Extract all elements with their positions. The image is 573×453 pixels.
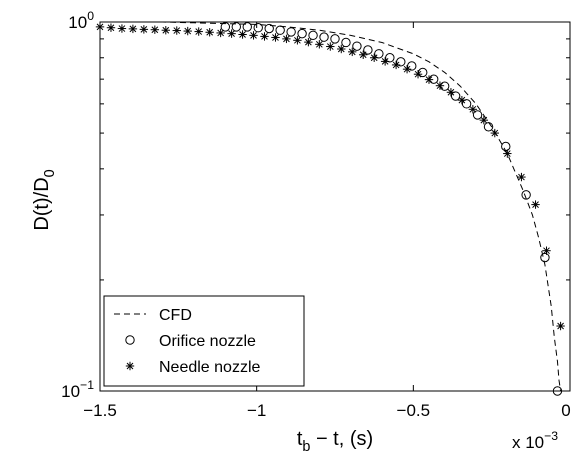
- needle-point: [503, 149, 512, 158]
- orifice-point: [472, 110, 483, 120]
- needle-point: [150, 25, 160, 34]
- needle-point: [556, 321, 565, 331]
- needle-point: [326, 42, 335, 51]
- needle-point: [348, 47, 357, 57]
- legend-box: [103, 295, 305, 387]
- needle-point: [271, 33, 280, 42]
- needle-point: [446, 88, 456, 97]
- axis-ticks: −1.5 −1 −0.5 0 10−1 100: [61, 9, 571, 420]
- orifice-point: [319, 32, 329, 42]
- needle-point: [282, 34, 291, 44]
- legend-label: Orifice nozzle: [159, 333, 256, 350]
- x-tick-label: −1.5: [83, 401, 117, 420]
- cfd-line: [100, 21, 562, 392]
- series-cfd: [100, 21, 562, 392]
- x-axis-label: tb − t, (s): [297, 428, 373, 453]
- needle-point: [106, 23, 116, 32]
- needle-point: [468, 105, 478, 114]
- orifice-point: [330, 34, 340, 44]
- needle-point: [194, 27, 203, 36]
- orifice-point: [483, 122, 494, 132]
- orifice-point: [253, 23, 263, 33]
- needle-point: [369, 53, 379, 62]
- needle-point: [95, 22, 105, 32]
- needle-point: [205, 28, 214, 37]
- legend: CFD Orifice nozzle Needle nozzle: [103, 295, 305, 387]
- needle-point: [402, 64, 412, 74]
- needle-point: [490, 128, 499, 138]
- orifice-point: [363, 45, 373, 55]
- needle-point: [435, 81, 445, 90]
- orifice-point: [352, 41, 362, 51]
- axes-frame: [99, 21, 571, 392]
- x-tick-label: 0: [561, 401, 570, 420]
- orifice-point: [286, 27, 296, 37]
- orifice-point: [501, 141, 511, 152]
- orifice-point: [341, 37, 351, 48]
- orifice-point: [297, 28, 307, 39]
- needle-point: [531, 200, 540, 209]
- legend-circle-marker: [125, 335, 135, 345]
- needle-point: [260, 32, 269, 41]
- needle-point: [542, 246, 551, 255]
- orifice-point: [461, 99, 472, 109]
- x-tick-label: −1: [247, 401, 266, 420]
- orifice-point: [552, 386, 563, 396]
- y-axis-label: D(t)/D0: [31, 169, 58, 230]
- x-tick-label: −0.5: [397, 401, 431, 420]
- needle-point: [337, 44, 346, 54]
- y-tick-label: 10−1: [61, 378, 94, 401]
- needle-point: [424, 75, 434, 84]
- needle-point: [413, 69, 423, 79]
- orifice-point: [231, 22, 242, 32]
- needle-point: [128, 24, 138, 34]
- needle-point: [183, 26, 192, 36]
- orifice-point: [374, 49, 384, 59]
- plot-area-border: [99, 21, 571, 392]
- needle-point: [139, 25, 149, 34]
- orifice-point: [385, 53, 395, 63]
- needle-point: [117, 24, 127, 33]
- legend-label: Needle nozzle: [159, 359, 261, 376]
- orifice-point: [540, 252, 550, 263]
- orifice-point: [275, 25, 285, 35]
- y-tick-label: 100: [68, 9, 94, 32]
- needle-point: [304, 37, 313, 47]
- needle-point: [172, 26, 181, 35]
- needle-point: [216, 28, 225, 38]
- legend-star-marker: [125, 361, 135, 371]
- orifice-point: [521, 190, 531, 200]
- needle-point: [479, 115, 489, 125]
- orifice-point: [264, 23, 274, 34]
- needle-point: [238, 30, 247, 39]
- needle-point: [249, 31, 258, 40]
- series-needle-nozzle: [95, 22, 565, 331]
- orifice-point: [220, 22, 231, 32]
- series-layer: [95, 21, 565, 396]
- needle-point: [359, 50, 368, 59]
- x-axis-multiplier: x 10−3: [512, 429, 558, 452]
- orifice-point: [450, 91, 461, 101]
- orifice-point: [308, 30, 318, 41]
- needle-point: [227, 29, 236, 38]
- needle-point: [293, 36, 302, 45]
- legend-label: CFD: [159, 307, 192, 324]
- needle-point: [380, 57, 390, 66]
- orifice-point: [242, 22, 252, 32]
- needle-point: [517, 172, 526, 182]
- needle-point: [315, 40, 324, 49]
- needle-point: [161, 26, 170, 35]
- needle-point: [391, 60, 401, 70]
- needle-point: [457, 95, 467, 105]
